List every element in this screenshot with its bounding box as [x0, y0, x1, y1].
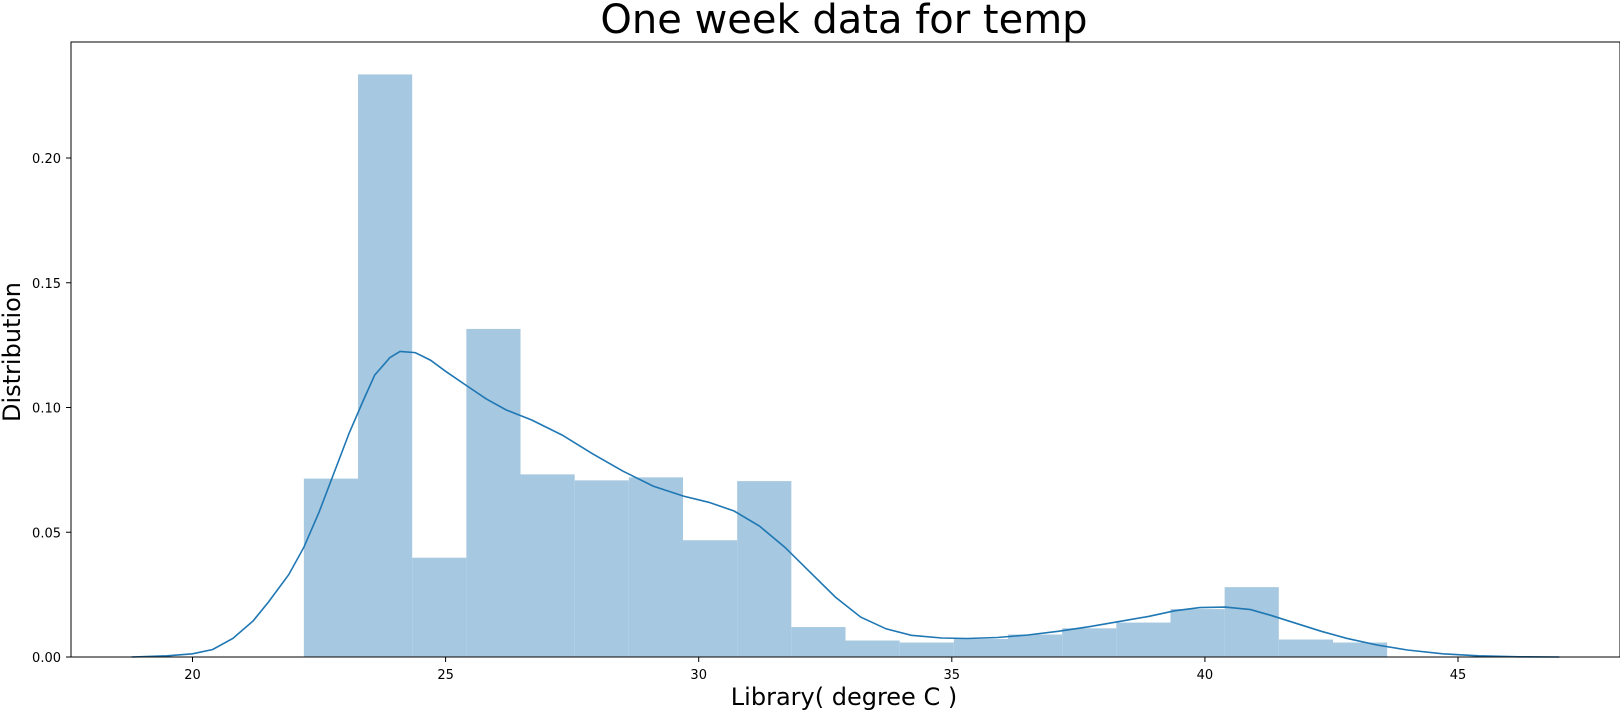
histogram-bar-1	[358, 74, 413, 657]
histogram-bar-19	[1332, 642, 1388, 657]
y-tick-label: 0.00	[32, 651, 61, 666]
chart-title: One week data for temp	[600, 0, 1087, 43]
y-axis-label: Distribution	[0, 282, 26, 422]
x-tick-label: 20	[184, 668, 201, 683]
y-axis: 0.00 0.05 0.10 0.15 0.20	[32, 152, 71, 666]
kde-curve	[131, 350, 1560, 658]
histogram-bar-6	[628, 477, 684, 657]
histogram-bar-12	[953, 639, 1008, 657]
histogram-bar-7	[683, 540, 738, 657]
x-tick-label: 35	[944, 668, 961, 683]
x-tick-label: 45	[1450, 668, 1467, 683]
histogram-bar-8	[737, 481, 792, 657]
histogram-bar-5	[574, 480, 629, 657]
x-tick-label: 30	[690, 668, 707, 683]
histogram-bar-4	[520, 474, 575, 657]
x-axis: 20 25 30 35 40 45	[184, 657, 1466, 683]
y-tick-label: 0.10	[32, 402, 61, 417]
histogram-bar-11	[899, 642, 954, 657]
histogram-bar-18	[1278, 639, 1333, 657]
histogram-bar-10	[845, 640, 900, 657]
histogram-bars	[303, 74, 1388, 657]
histogram-bar-17	[1224, 587, 1279, 657]
x-tick-label: 25	[437, 668, 454, 683]
histogram-bar-2	[412, 557, 467, 657]
histogram-bar-13	[1007, 634, 1063, 657]
y-tick-label: 0.20	[32, 152, 61, 167]
x-tick-label: 40	[1197, 668, 1214, 683]
x-axis-label: Library( degree C )	[731, 683, 957, 711]
histogram-bar-9	[791, 627, 846, 657]
plot-area	[70, 41, 1620, 658]
y-tick-label: 0.05	[32, 526, 61, 541]
histogram-bar-3	[466, 328, 521, 657]
histogram-bar-15	[1116, 622, 1171, 657]
histogram-bar-16	[1170, 609, 1225, 657]
histogram-bar-14	[1062, 628, 1117, 657]
histogram-bar-0	[303, 478, 359, 657]
axes-frame	[70, 41, 1620, 658]
y-tick-label: 0.15	[32, 277, 61, 292]
